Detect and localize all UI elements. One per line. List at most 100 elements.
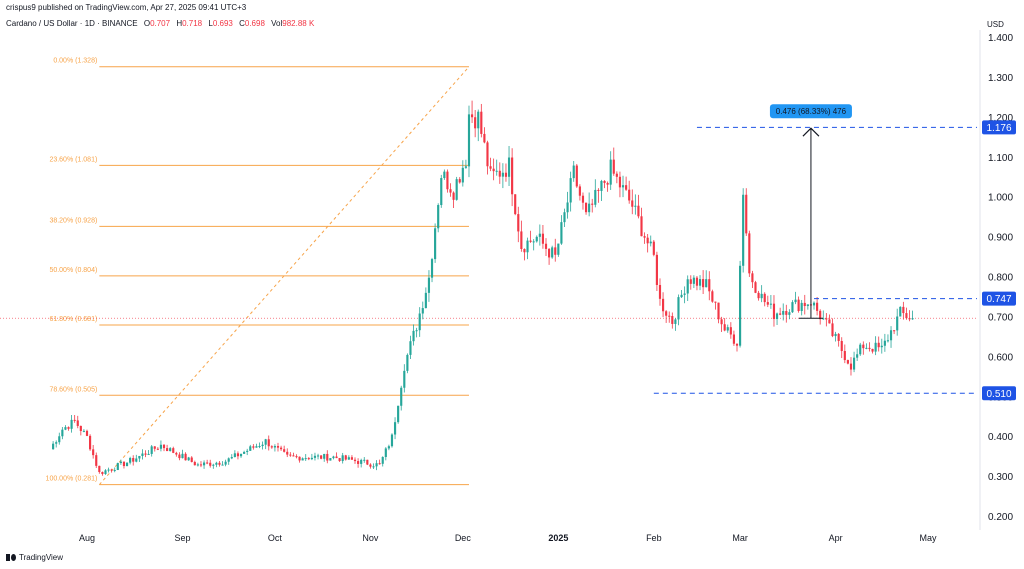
candle bbox=[335, 456, 338, 459]
candle bbox=[437, 205, 440, 229]
candle bbox=[246, 450, 249, 452]
candle bbox=[692, 277, 695, 284]
candle bbox=[791, 302, 794, 313]
candle bbox=[289, 454, 292, 456]
candle bbox=[162, 444, 166, 449]
candle bbox=[507, 157, 511, 177]
candle bbox=[732, 334, 736, 344]
x-tick-label: Oct bbox=[268, 533, 283, 543]
candle bbox=[449, 189, 452, 193]
y-tick-label: 0.300 bbox=[988, 472, 1013, 483]
candle bbox=[581, 195, 585, 203]
candle bbox=[184, 453, 187, 461]
candle bbox=[224, 461, 227, 465]
candle bbox=[338, 458, 341, 462]
candle bbox=[101, 472, 104, 475]
publish-info: crispus9 published on TradingView.com, A… bbox=[6, 3, 247, 12]
candle bbox=[797, 299, 800, 312]
candle bbox=[357, 461, 360, 464]
candle bbox=[470, 114, 474, 118]
candle bbox=[572, 165, 575, 179]
candle bbox=[720, 319, 723, 325]
candle bbox=[341, 455, 344, 462]
candle bbox=[233, 453, 236, 458]
candle bbox=[292, 455, 295, 457]
candle bbox=[902, 306, 905, 314]
candle bbox=[61, 429, 64, 437]
candle bbox=[812, 302, 816, 306]
candle bbox=[529, 240, 532, 242]
candle bbox=[480, 111, 483, 134]
candle bbox=[834, 333, 837, 337]
candle bbox=[652, 241, 655, 255]
candle bbox=[649, 241, 652, 244]
candle bbox=[286, 451, 289, 455]
candle bbox=[95, 455, 98, 466]
open-label: O bbox=[143, 19, 151, 28]
y-tick-label: 0.200 bbox=[988, 512, 1013, 523]
candle bbox=[575, 165, 578, 187]
tradingview-footer[interactable]: TradingView bbox=[6, 553, 63, 562]
candle bbox=[92, 449, 95, 456]
candle bbox=[261, 444, 264, 447]
y-tick-label: 1.300 bbox=[988, 73, 1013, 84]
candle bbox=[267, 439, 270, 447]
candle bbox=[637, 205, 640, 217]
candle bbox=[390, 434, 394, 447]
candle bbox=[532, 241, 535, 243]
low-value: 0.693 bbox=[212, 19, 233, 28]
price-level-tag-label: 0.510 bbox=[986, 389, 1011, 400]
fib-level-label: 100.00% (0.281) bbox=[46, 476, 98, 483]
candle bbox=[566, 202, 569, 213]
candle bbox=[723, 324, 726, 331]
y-tick-label: 1.200 bbox=[988, 113, 1013, 124]
candle bbox=[52, 443, 55, 450]
candle bbox=[67, 427, 70, 429]
candle bbox=[766, 302, 769, 305]
candle bbox=[889, 330, 893, 341]
candle bbox=[896, 316, 899, 331]
candle bbox=[828, 319, 831, 324]
candle bbox=[421, 308, 424, 314]
candle bbox=[554, 247, 557, 255]
candle bbox=[249, 446, 252, 451]
candle bbox=[443, 171, 446, 179]
candle bbox=[689, 279, 692, 284]
fib-level-label: 23.60% (1.081) bbox=[49, 156, 97, 163]
x-tick-label: Feb bbox=[646, 533, 662, 543]
symbol-title: Cardano / US Dollar · 1D · BINANCE bbox=[6, 19, 138, 28]
candle bbox=[332, 456, 335, 459]
candle bbox=[378, 463, 381, 465]
candle bbox=[193, 461, 196, 466]
y-tick-label: 0.800 bbox=[988, 273, 1013, 284]
candle bbox=[760, 293, 763, 299]
candle bbox=[911, 318, 914, 320]
candle bbox=[474, 117, 477, 129]
candle bbox=[156, 448, 159, 450]
candle bbox=[461, 167, 464, 183]
candle bbox=[73, 419, 76, 421]
x-tick-label: Aug bbox=[79, 533, 95, 543]
y-tick-label: 0.600 bbox=[988, 352, 1013, 363]
candle bbox=[625, 185, 628, 190]
candle bbox=[785, 311, 788, 315]
x-tick-label: Sep bbox=[174, 533, 190, 543]
candle bbox=[658, 284, 662, 299]
fib-level-label: 61.80% (0.681) bbox=[49, 316, 97, 323]
y-tick-label: 0.700 bbox=[988, 312, 1013, 323]
candle bbox=[258, 446, 261, 448]
candle bbox=[406, 354, 409, 371]
candle bbox=[603, 180, 606, 183]
candle bbox=[418, 313, 421, 331]
candle bbox=[837, 333, 840, 341]
candle bbox=[609, 159, 612, 185]
candle bbox=[230, 457, 233, 459]
candle bbox=[695, 277, 699, 286]
candle bbox=[615, 173, 618, 177]
candle bbox=[578, 186, 581, 196]
candle bbox=[270, 446, 273, 448]
candle bbox=[563, 212, 566, 223]
candle bbox=[782, 311, 785, 315]
candle bbox=[880, 345, 883, 348]
